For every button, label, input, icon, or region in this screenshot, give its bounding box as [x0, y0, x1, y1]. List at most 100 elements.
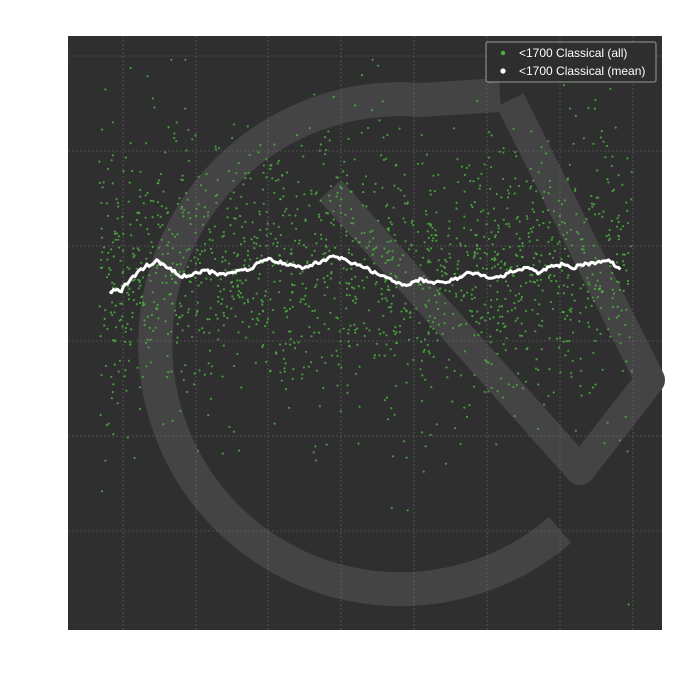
scatter-point [425, 213, 428, 216]
scatter-point [498, 305, 501, 308]
scatter-point [493, 265, 496, 268]
scatter-point [506, 310, 509, 313]
scatter-point [304, 303, 307, 306]
scatter-point [610, 277, 613, 280]
scatter-point [106, 167, 109, 171]
scatter-point [162, 423, 165, 426]
grid-lines [68, 36, 662, 630]
scatter-point [621, 183, 624, 186]
scatter-point [196, 301, 199, 304]
scatter-point [166, 354, 169, 358]
scatter-point [346, 287, 349, 290]
scatter-point [456, 267, 459, 270]
scatter-point [581, 238, 584, 241]
scatter-point [211, 239, 214, 242]
scatter-point [347, 282, 350, 285]
scatter-point [146, 315, 149, 318]
scatter-point [428, 352, 431, 355]
scatter-point [594, 284, 597, 287]
scatter-point [100, 374, 103, 377]
scatter-point [605, 144, 609, 148]
scatter-point [144, 216, 147, 219]
scatter-point [320, 356, 323, 359]
scatter-point [191, 335, 194, 338]
scatter-point [313, 309, 316, 312]
scatter-point [264, 325, 267, 328]
scatter-point [540, 348, 543, 351]
scatter-point [244, 279, 247, 282]
scatter-point [142, 202, 145, 205]
scatter-point [310, 335, 313, 338]
scatter-point [340, 366, 343, 369]
scatter-point [512, 127, 515, 130]
scatter-point [247, 325, 251, 328]
scatter-point [506, 284, 510, 287]
scatter-point [495, 443, 498, 446]
scatter-point [253, 247, 256, 250]
scatter-point [594, 339, 597, 342]
scatter-point [122, 170, 125, 173]
scatter-point [392, 294, 395, 297]
scatter-point [508, 225, 511, 228]
scatter-point [543, 190, 546, 193]
scatter-point [466, 254, 470, 257]
scatter-point [282, 195, 285, 198]
scatter-point [175, 121, 178, 124]
scatter-point [148, 326, 151, 329]
scatter-point [540, 254, 543, 257]
scatter-point [529, 280, 532, 283]
scatter-point [187, 128, 190, 131]
scatter-point [101, 128, 104, 131]
scatter-point [402, 254, 405, 257]
scatter-point [308, 204, 311, 207]
scatter-point [345, 230, 348, 233]
scatter-point [350, 222, 353, 225]
scatter-point [346, 182, 349, 185]
scatter-point [109, 311, 112, 314]
scatter-point [612, 188, 616, 191]
scatter-point [385, 299, 389, 302]
scatter-point [259, 143, 262, 147]
scatter-point [616, 225, 619, 228]
scatter-point [380, 154, 383, 157]
scatter-point [403, 202, 406, 205]
scatter-point [258, 312, 261, 316]
scatter-point [374, 182, 377, 185]
scatter-point [459, 274, 462, 277]
scatter-point [278, 254, 281, 257]
scatter-point [571, 359, 574, 362]
scatter-point [393, 354, 396, 357]
scatter-point [99, 266, 102, 269]
scatter-point [514, 177, 517, 180]
scatter-point [346, 391, 349, 394]
scatter-point [213, 225, 216, 228]
scatter-point [175, 341, 178, 344]
scatter-point [108, 267, 111, 270]
scatter-point [240, 386, 243, 389]
scatter-point [618, 439, 622, 442]
scatter-point [119, 302, 122, 305]
scatter-point [585, 218, 588, 221]
scatter-point [373, 354, 376, 357]
scatter-point [422, 275, 425, 278]
scatter-point [489, 335, 492, 338]
scatter-point [115, 198, 118, 201]
scatter-point [350, 253, 354, 256]
scatter-point [324, 153, 327, 156]
scatter-point [500, 305, 504, 308]
scatter-point [350, 278, 353, 281]
scatter-point [206, 214, 210, 217]
scatter-point [246, 125, 249, 128]
scatter-point [226, 216, 229, 219]
scatter-point [495, 328, 499, 331]
scatter-point [273, 191, 276, 194]
scatter-point [483, 251, 486, 254]
scatter-point [330, 221, 333, 224]
scatter-point [596, 296, 600, 299]
scatter-point [424, 445, 427, 448]
scatter-point [607, 328, 610, 331]
scatter-point [326, 286, 329, 289]
scatter-point [493, 236, 496, 239]
scatter-point [500, 377, 503, 380]
scatter-point [371, 229, 374, 232]
